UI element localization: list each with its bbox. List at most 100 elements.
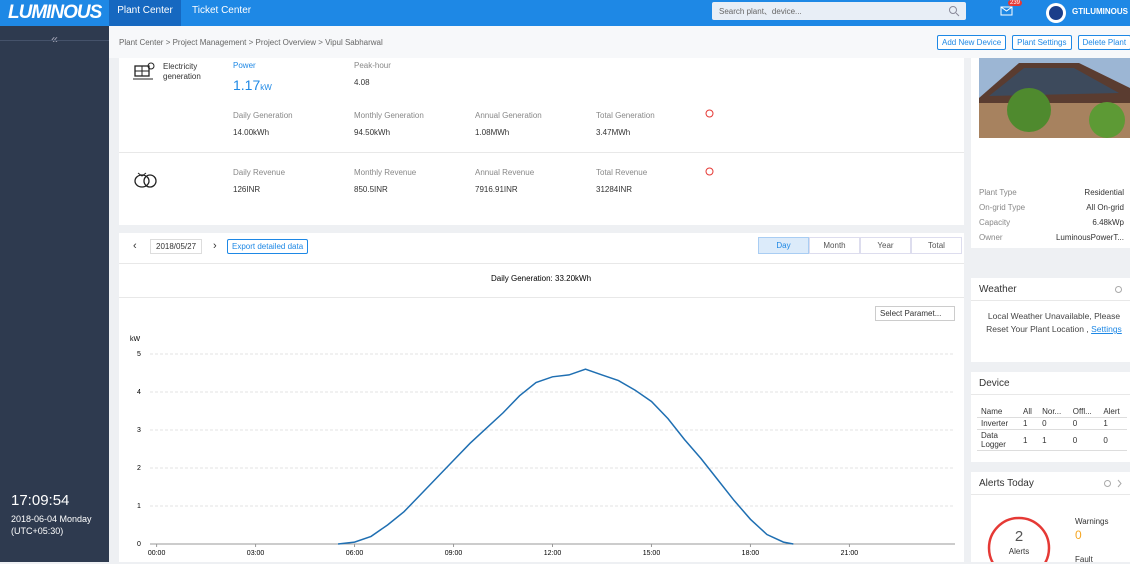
summary-card: Electricity generation Power 1.17kW Peak… — [119, 58, 964, 225]
action-button[interactable]: Add New Device — [937, 35, 1007, 50]
info-icon[interactable] — [705, 109, 714, 118]
chart: Daily Generation: 33.20kWh kW 0 1 2 3 4 5 00:0… — [130, 274, 955, 557]
cell: 1 — [1023, 435, 1028, 445]
alerts-controls[interactable] — [1103, 479, 1125, 488]
x-tick-label: 18:00 — [742, 550, 760, 557]
parameter-select[interactable]: Select Paramet... — [875, 306, 955, 321]
stat-value: 14.00kWh — [233, 128, 270, 137]
stat-label: Monthly Generation — [354, 111, 424, 120]
table-header: Name All Nor... Offl... Alert — [977, 406, 1127, 418]
cell: 0 — [1072, 419, 1078, 428]
x-tick-label: 15:00 — [643, 550, 661, 557]
export-button[interactable]: Export detailed data — [227, 239, 309, 254]
sidebar: « 17:09:54 2018-06-04 Monday (UTC+05:30) — [0, 26, 109, 562]
info-label: Plant Type — [979, 188, 1017, 197]
avatar[interactable] — [1045, 2, 1067, 24]
stat-label: Total Generation — [596, 111, 655, 120]
divider — [971, 494, 1130, 495]
x-tick-label: 00:00 — [148, 550, 166, 557]
stat-value: 31284INR — [596, 185, 633, 194]
next-button[interactable]: › — [213, 240, 217, 252]
device-title: Device — [979, 378, 1010, 389]
line-series — [337, 368, 794, 545]
cell: 1 — [1042, 435, 1047, 445]
stat-value: 126INR — [233, 185, 261, 194]
warnings-count: 0 — [1075, 528, 1082, 542]
y-tick-label: 4 — [137, 389, 141, 396]
power-unit: kW — [260, 83, 272, 92]
period-tabs: Day Month Year Total — [758, 237, 962, 254]
breadcrumb[interactable]: Plant Center > Project Management > Proj… — [119, 38, 383, 47]
stat-label: Monthly Revenue — [354, 168, 417, 177]
header-cell: All — [1023, 407, 1032, 416]
header-cell: Alert — [1103, 407, 1120, 416]
alerts-count: 2 — [1014, 528, 1024, 545]
prev-button[interactable]: ‹ — [133, 240, 137, 252]
header: LUMINOUS Plant Center Ticket Center Sear… — [0, 0, 1130, 26]
settings-link[interactable]: Settings — [1091, 324, 1122, 334]
collapse-button[interactable]: « — [51, 32, 58, 46]
user-name[interactable]: GTILUMINOUS — [1072, 7, 1128, 16]
header-cell: Name — [981, 407, 1003, 416]
power-value: 1.17kW — [233, 77, 272, 93]
period-tab[interactable]: Day — [758, 237, 809, 254]
alerts-ring — [987, 516, 1051, 562]
info-value: Residential — [1084, 188, 1124, 197]
clock: 17:09:54 — [11, 492, 70, 509]
plant-card: Plant Type Residential On-grid Type All On-… — [971, 58, 1130, 248]
stat-label: Daily Generation — [233, 111, 293, 120]
cell: Inverter — [981, 419, 1009, 428]
device-card: Device Name All Nor... Offl... Alert Inverter… — [971, 372, 1130, 462]
alerts-card: Alerts Today 2 Alerts Warnings 0 Fault — [971, 472, 1130, 564]
power-label: Power — [233, 61, 256, 70]
panel-icon — [133, 62, 155, 80]
timezone: (UTC+05:30) — [11, 526, 64, 536]
action-button[interactable]: Delete Plant — [1077, 35, 1130, 50]
y-tick-label: 1 — [137, 503, 141, 510]
y-tick-label: 5 — [137, 351, 141, 358]
warnings-label: Warnings — [1075, 517, 1109, 526]
stat-value: 1.08MWh — [475, 128, 510, 137]
action-button[interactable]: Plant Settings — [1012, 35, 1072, 50]
cell: 0 — [1042, 419, 1047, 428]
badge: 239 — [1008, 0, 1023, 6]
x-tick-label: 03:00 — [247, 550, 265, 557]
info-value: LuminousPowerT... — [1055, 233, 1124, 242]
x-tick-label: 09:00 — [445, 550, 463, 557]
date-picker[interactable]: 2018/05/27 — [150, 239, 203, 254]
mail-icon[interactable] — [1000, 6, 1014, 17]
stat-label: Total Revenue — [596, 168, 648, 177]
header-cell: Offl... — [1072, 407, 1092, 416]
generation-label: Electricity generation — [163, 62, 201, 81]
divider — [119, 297, 964, 298]
breadcrumb-bar: Plant Center > Project Management > Proj… — [109, 26, 1130, 58]
weather-text: Local Weather Unavailable, Please Reset … — [986, 311, 1121, 334]
info-icon[interactable] — [705, 167, 714, 176]
stat-label: Daily Revenue — [233, 168, 286, 177]
nav-tab[interactable]: Ticket Center — [192, 5, 252, 16]
divider — [119, 263, 964, 264]
search-icon[interactable] — [948, 5, 960, 17]
weather-title: Weather — [979, 284, 1017, 295]
actions: Add New Device Plant Settings Delete Pla… — [937, 35, 1130, 50]
nav-tab[interactable]: Plant Center — [109, 0, 181, 26]
logo[interactable]: LUMINOUS — [8, 2, 102, 23]
x-tick-label: 06:00 — [346, 550, 364, 557]
weather-message: Local Weather Unavailable, Please Reset … — [979, 310, 1129, 336]
y-tick-label: 3 — [137, 427, 141, 434]
stat-value: 850.5INR — [354, 185, 388, 194]
stat-label: Annual Generation — [475, 111, 542, 120]
header-cell: Nor... — [1042, 407, 1062, 416]
period-tab[interactable]: Month — [809, 237, 860, 254]
info-value: All On-grid — [1086, 203, 1124, 212]
select-text: Select Paramet... — [880, 309, 942, 318]
date: 2018-06-04 Monday — [11, 514, 92, 524]
table-row: Data Logger 1 1 0 0 — [977, 430, 1127, 451]
period-tab[interactable]: Total — [911, 237, 962, 254]
refresh-icon[interactable] — [1114, 285, 1123, 294]
info-label: Capacity — [979, 218, 1011, 227]
search-box[interactable]: Search plant、device... — [712, 2, 966, 20]
period-tab[interactable]: Year — [860, 237, 911, 254]
power-number: 1.17 — [233, 77, 261, 93]
